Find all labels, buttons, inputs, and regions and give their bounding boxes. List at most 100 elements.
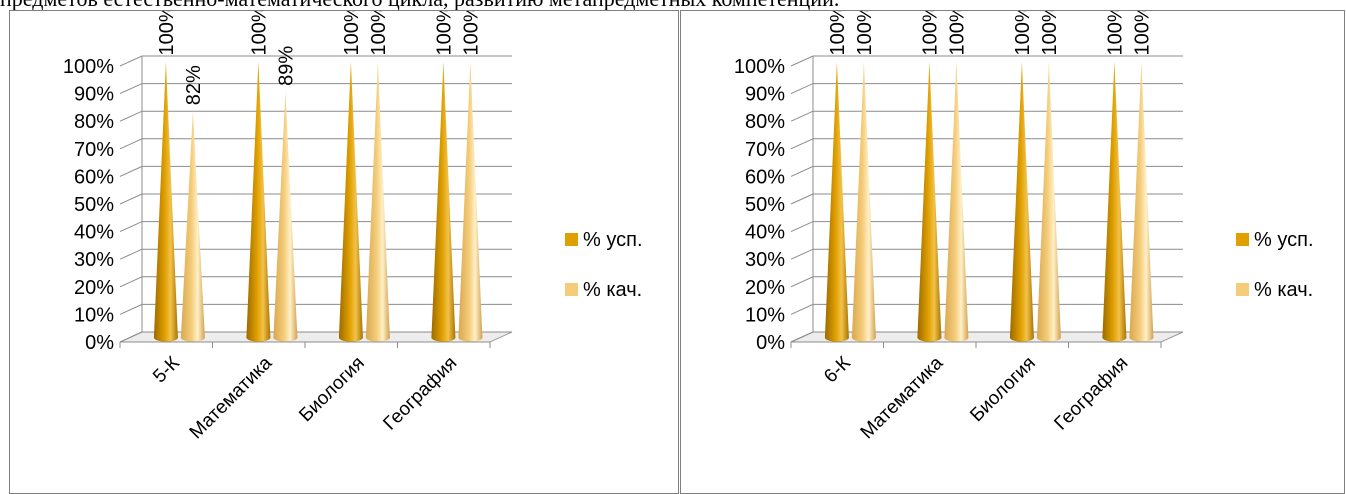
- gridline: [790, 303, 1183, 315]
- gridline: [790, 55, 1183, 67]
- data-label: 100%: [248, 11, 270, 56]
- x-tick-label: 6-К: [820, 353, 855, 388]
- y-tick-label: 30%: [74, 249, 114, 271]
- cone-body: [944, 61, 969, 342]
- cone-chart-right: 0% 10% 20% 30% 40% 50% 60% 70% 80% 90% 100% 6-К Мате…: [734, 11, 1314, 443]
- legend-swatch-success: [1236, 233, 1249, 246]
- cone-6-к-quality: [851, 61, 876, 342]
- y-tick-label: 60%: [745, 166, 785, 188]
- gridline: [119, 55, 512, 67]
- data-label: 89%: [275, 46, 297, 86]
- x-tick-label: Математика: [186, 352, 277, 443]
- y-tick-label: 70%: [745, 139, 785, 161]
- gridline: [119, 248, 512, 260]
- gridline: [119, 276, 512, 288]
- caption-text: предметов естественно-математического ци…: [0, 0, 1346, 10]
- data-label: 100%: [460, 11, 482, 56]
- gridline: [119, 221, 512, 233]
- y-tick-label: 30%: [745, 249, 785, 271]
- y-tick-label: 80%: [745, 111, 785, 133]
- cone-body: [180, 111, 205, 342]
- gridline: [790, 138, 1183, 150]
- gridline: [119, 303, 512, 315]
- gridline: [790, 193, 1183, 205]
- y-tick-label: 0%: [756, 332, 785, 354]
- data-label: 100%: [1131, 11, 1153, 56]
- legend-label: % усп.: [1254, 229, 1314, 251]
- cone-математика-quality: [273, 91, 298, 342]
- gridline: [790, 165, 1183, 177]
- y-tick-label: 60%: [74, 166, 114, 188]
- y-tick-label: 90%: [745, 84, 785, 106]
- cone-5-к-quality: [180, 111, 205, 342]
- data-label: 100%: [1104, 11, 1126, 56]
- legend-swatch-quality: [1236, 283, 1249, 296]
- legend-label: % усп.: [583, 229, 643, 251]
- cone-5-к-success: [153, 61, 178, 342]
- y-tick-label: 0%: [85, 332, 114, 354]
- cone-математика-success: [917, 61, 942, 342]
- cone-6-к-success: [824, 61, 849, 342]
- y-tick-label: 20%: [74, 277, 114, 299]
- gridline: [119, 138, 512, 150]
- cone-body: [851, 61, 876, 342]
- cone-география-quality: [458, 61, 483, 342]
- cone-chart-left: 0% 10% 20% 30% 40% 50% 60% 70% 80% 90% 100% 5-К Мате…: [63, 11, 643, 443]
- cone-биология-quality: [365, 61, 390, 342]
- cone-body: [431, 61, 456, 342]
- y-tick-label: 50%: [74, 194, 114, 216]
- gridline: [790, 110, 1183, 122]
- chart-panel-left: 0% 10% 20% 30% 40% 50% 60% 70% 80% 90% 100% 5-К Мате…: [9, 10, 679, 494]
- cone-body: [1036, 61, 1061, 342]
- cone-математика-success: [246, 61, 271, 342]
- y-tick-label: 100%: [734, 56, 785, 78]
- gridline: [119, 165, 512, 177]
- cone-биология-success: [338, 61, 363, 342]
- data-label: 100%: [1039, 11, 1061, 56]
- data-label: 100%: [854, 11, 876, 56]
- gridline: [119, 110, 512, 122]
- chart-panel-right: 0% 10% 20% 30% 40% 50% 60% 70% 80% 90% 100% 6-К Мате…: [680, 10, 1345, 494]
- cone-body: [1102, 61, 1127, 342]
- data-label: 100%: [341, 11, 363, 56]
- x-tick-label: 5-К: [149, 353, 184, 388]
- x-tick-label: География: [1050, 353, 1132, 435]
- y-tick-label: 50%: [745, 194, 785, 216]
- legend-label: % кач.: [583, 279, 642, 301]
- cone-география-success: [431, 61, 456, 342]
- cone-body: [246, 61, 271, 342]
- gridline: [790, 276, 1183, 288]
- cone-body: [153, 61, 178, 342]
- data-label: 100%: [368, 11, 390, 56]
- y-tick-label: 10%: [745, 304, 785, 326]
- data-label: 100%: [919, 11, 941, 56]
- y-tick-label: 40%: [74, 222, 114, 244]
- gridline: [790, 248, 1183, 260]
- gridline: [119, 83, 512, 95]
- y-tick-label: 100%: [63, 56, 114, 78]
- y-tick-label: 10%: [74, 304, 114, 326]
- cone-body: [273, 91, 298, 342]
- legend-label: % кач.: [1254, 279, 1313, 301]
- cone-body: [917, 61, 942, 342]
- y-tick-label: 20%: [745, 277, 785, 299]
- cone-body: [458, 61, 483, 342]
- data-label: 100%: [433, 11, 455, 56]
- cone-биология-success: [1009, 61, 1034, 342]
- cone-body: [365, 61, 390, 342]
- cone-body: [1009, 61, 1034, 342]
- cone-body: [824, 61, 849, 342]
- gridline: [790, 221, 1183, 233]
- x-tick-label: Биология: [966, 353, 1039, 426]
- gridline: [790, 83, 1183, 95]
- x-tick-label: Биология: [295, 353, 368, 426]
- legend-swatch-success: [565, 233, 578, 246]
- cone-биология-quality: [1036, 61, 1061, 342]
- cone-география-quality: [1129, 61, 1154, 342]
- gridline: [119, 193, 512, 205]
- y-tick-label: 70%: [74, 139, 114, 161]
- cone-body: [338, 61, 363, 342]
- legend-swatch-quality: [565, 283, 578, 296]
- cone-body: [1129, 61, 1154, 342]
- x-tick-label: География: [379, 353, 461, 435]
